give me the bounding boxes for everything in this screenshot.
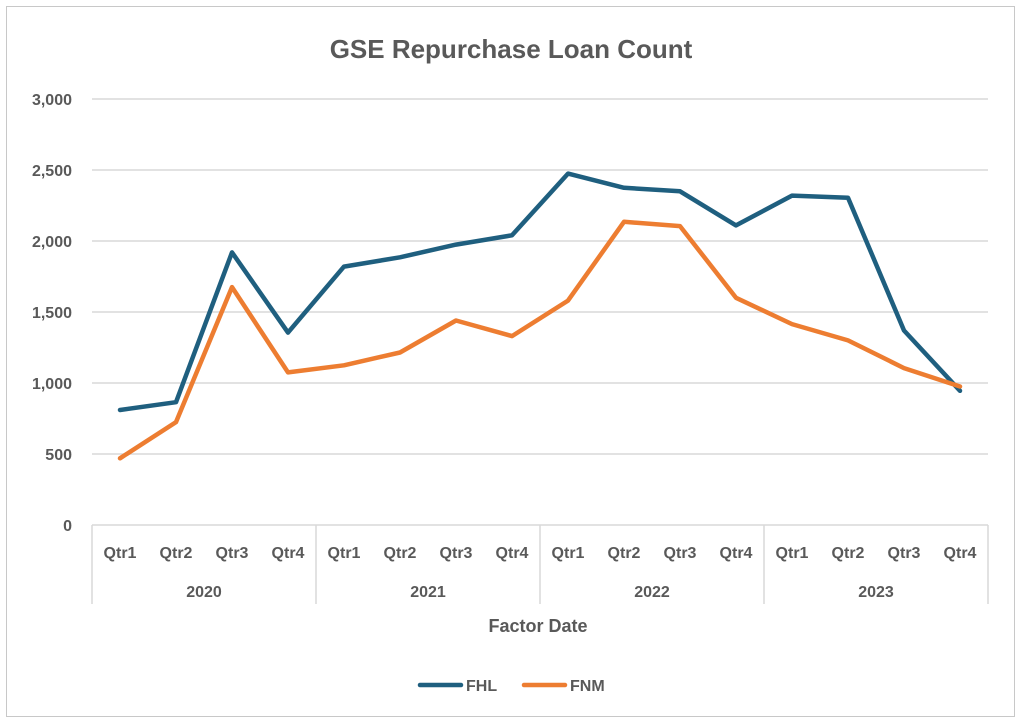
y-tick-label: 1,000 [32,376,72,393]
x-tick-label: Qtr3 [664,545,697,562]
y-axis-ticks: 0 500 1,000 1,500 2,000 2,500 3,000 [32,92,72,535]
x-tick-label: Qtr4 [720,545,753,562]
x-tick-label: Qtr3 [888,545,921,562]
y-tick-label: 0 [63,518,72,535]
x-group-label: 2021 [410,584,446,601]
x-group-label: 2020 [186,584,222,601]
x-group-label: 2023 [858,584,894,601]
x-tick-label: Qtr1 [552,545,585,562]
y-tick-label: 2,000 [32,234,72,251]
chart-title: GSE Repurchase Loan Count [330,34,693,64]
x-tick-label: Qtr4 [272,545,305,562]
grid-lines [92,98,988,526]
x-group-label: 2022 [634,584,670,601]
x-tick-label: Qtr2 [832,545,865,562]
x-tick-label: Qtr2 [160,545,193,562]
legend-label-fhl: FHL [466,678,497,695]
y-tick-label: 500 [45,447,72,464]
x-tick-label: Qtr1 [104,545,137,562]
x-axis-title: Factor Date [488,616,587,636]
x-tick-label: Qtr1 [328,545,361,562]
x-tick-label: Qtr2 [608,545,641,562]
x-tick-label: Qtr4 [944,545,977,562]
x-axis: Qtr1 Qtr2 Qtr3 Qtr4 Qtr1 Qtr2 Qtr3 Qtr4 Qtr1 Qtr2… [91,525,989,604]
y-tick-label: 1,500 [32,305,72,322]
x-tick-label: Qtr2 [384,545,417,562]
series-line-fhl [117,171,963,413]
x-tick-label: Qtr3 [440,545,473,562]
chart-frame [6,6,1015,717]
x-tick-label: Qtr4 [496,545,529,562]
series-lines [117,171,963,461]
x-tick-label: Qtr1 [776,545,809,562]
x-tick-label: Qtr3 [216,545,249,562]
legend-label-fnm: FNM [570,678,605,695]
legend: FHL FNM [417,678,605,695]
y-tick-label: 3,000 [32,92,72,109]
y-tick-label: 2,500 [32,163,72,180]
series-line-fnm [117,219,963,461]
